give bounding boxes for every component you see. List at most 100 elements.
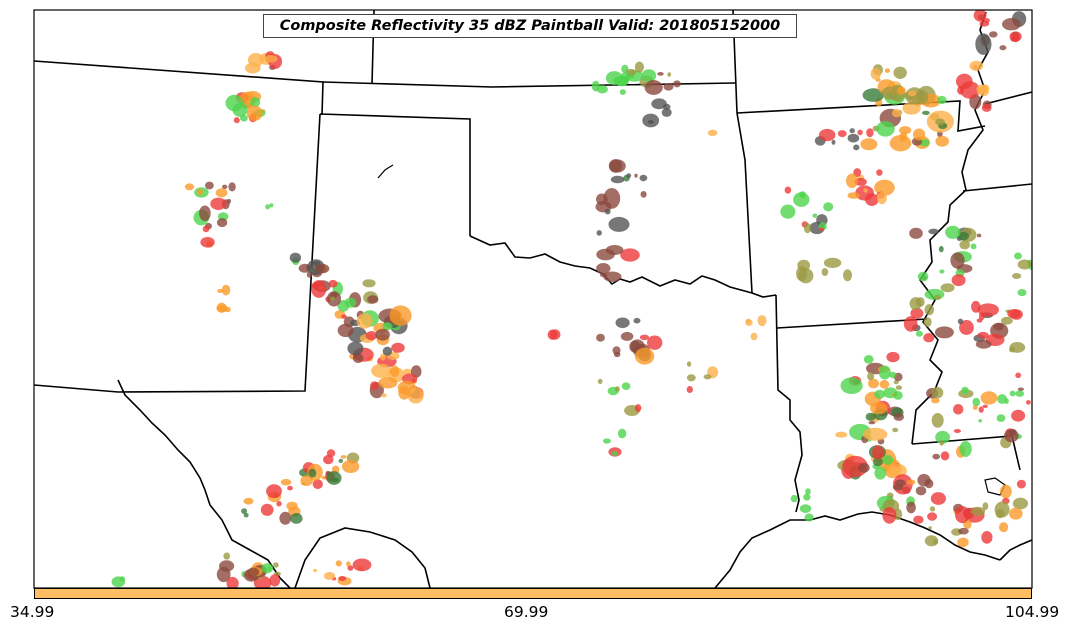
storm-cell — [265, 204, 270, 210]
storm-cell — [639, 174, 648, 182]
storm-cell — [597, 378, 603, 384]
storm-cell — [370, 381, 379, 391]
storm-cell — [266, 484, 282, 499]
storm-cell — [620, 72, 631, 82]
border-texas-louisiana — [775, 294, 803, 513]
storm-cell — [915, 486, 927, 496]
storm-cell — [261, 563, 274, 574]
storm-cell — [831, 139, 836, 145]
storm-cell — [378, 376, 398, 389]
storm-cell — [976, 233, 982, 238]
storm-cell — [796, 266, 808, 282]
storm-cell — [865, 412, 876, 421]
gulf-coast-east — [999, 539, 1032, 561]
storm-cell — [617, 428, 627, 439]
storm-cell — [803, 493, 811, 501]
storm-cell — [818, 227, 824, 232]
storm-cell — [1014, 252, 1022, 260]
storm-cell — [868, 421, 876, 425]
storm-cell — [893, 380, 899, 385]
storm-cell — [390, 365, 400, 378]
storm-cell — [843, 269, 852, 282]
storm-cell — [812, 213, 818, 218]
storm-cell — [876, 169, 883, 176]
storm-cell — [980, 391, 998, 405]
storm-cell — [323, 454, 334, 465]
storm-cell — [995, 508, 1005, 519]
storm-cell — [1008, 428, 1017, 436]
storm-cell — [210, 197, 227, 210]
border-rio-grande — [117, 379, 291, 588]
storm-cell — [989, 31, 998, 38]
storm-cell — [663, 83, 674, 91]
storm-cell — [1000, 484, 1012, 499]
storm-cell — [892, 484, 904, 491]
storm-cell — [286, 501, 298, 511]
storm-cell — [240, 114, 248, 122]
storm-cell — [927, 512, 938, 521]
storm-cell — [222, 184, 228, 189]
storm-cell — [978, 419, 983, 423]
storm-cell — [905, 87, 924, 105]
storm-cell — [867, 372, 875, 381]
storm-cell — [1015, 390, 1024, 397]
storm-cell — [999, 522, 1009, 533]
storm-cell — [199, 205, 211, 222]
storm-cell — [197, 188, 203, 196]
storm-cell — [1011, 409, 1026, 422]
storm-cell — [326, 471, 342, 485]
storm-cell — [874, 179, 895, 196]
storm-cell — [313, 568, 317, 573]
storm-cell — [973, 10, 987, 22]
storm-cell — [935, 430, 950, 444]
storm-cell — [886, 351, 900, 363]
storm-cell — [913, 128, 926, 141]
storm-cell — [924, 288, 945, 300]
storm-cell — [614, 386, 620, 392]
storm-cell — [929, 506, 936, 512]
storm-cell — [950, 252, 965, 269]
storm-cell — [200, 237, 215, 248]
storm-cell — [620, 248, 640, 262]
storm-cell — [798, 191, 807, 199]
storm-cell — [605, 71, 623, 86]
storm-cell — [226, 576, 239, 588]
storm-cell — [958, 527, 969, 535]
storm-cell — [1009, 347, 1016, 353]
storm-cell — [661, 108, 672, 117]
storm-cell — [865, 193, 879, 206]
storm-cell — [972, 405, 978, 410]
storm-cell — [878, 365, 891, 380]
storm-cell — [893, 66, 907, 80]
storm-cell — [934, 294, 941, 300]
storm-cell — [976, 84, 988, 94]
storm-cell — [805, 488, 811, 495]
storm-cell — [790, 494, 798, 503]
storm-cell — [608, 216, 630, 232]
storm-cell — [999, 45, 1007, 51]
storm-cell — [380, 353, 386, 361]
storm-cell — [226, 198, 231, 204]
storm-cell — [874, 389, 885, 399]
storm-cell — [922, 110, 930, 115]
storm-cell — [847, 133, 860, 143]
storm-cell — [996, 414, 1006, 422]
storm-cell — [935, 118, 945, 126]
storm-cell — [924, 479, 934, 489]
storm-cell — [647, 120, 654, 124]
storm-cell — [611, 451, 619, 456]
storm-cell — [882, 455, 894, 465]
storm-cell — [596, 263, 611, 274]
storm-cell — [959, 320, 974, 335]
storm-cell — [975, 33, 992, 55]
storm-cell — [970, 243, 977, 250]
storm-cell — [381, 393, 387, 398]
storm-cell — [686, 386, 693, 393]
storm-cell — [608, 159, 623, 173]
storm-cell — [849, 128, 855, 134]
storm-cell — [216, 304, 228, 313]
storm-cell — [909, 297, 922, 311]
storm-cell — [915, 330, 923, 337]
storm-cell — [634, 173, 638, 178]
